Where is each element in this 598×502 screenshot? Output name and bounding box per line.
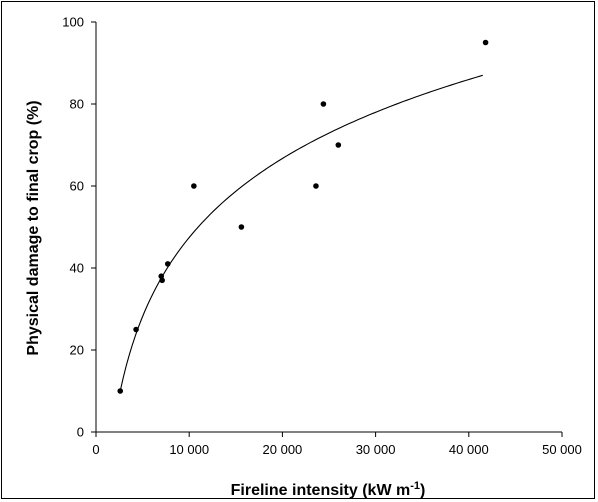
y-axis-title: Physical damage to final crop (%) <box>25 100 42 355</box>
x-tick-label: 0 <box>92 442 99 457</box>
data-point <box>117 388 124 394</box>
y-tick-label: 100 <box>62 15 84 30</box>
y-tick-label: 60 <box>70 179 84 194</box>
trendline <box>119 74 483 392</box>
data-point <box>335 142 342 148</box>
x-axis-title-main: Fireline intensity (kW m <box>231 482 411 499</box>
x-tick-label: 40 000 <box>449 442 489 457</box>
x-tick-label: 10 000 <box>169 442 209 457</box>
y-tick-label: 40 <box>70 261 84 276</box>
data-point <box>320 101 327 107</box>
y-tick-label: 80 <box>70 97 84 112</box>
y-tick-label: 20 <box>70 343 84 358</box>
data-points <box>117 39 489 394</box>
data-point <box>133 326 139 333</box>
data-point <box>238 224 245 230</box>
x-axis-title-end: ) <box>420 482 425 499</box>
data-point <box>164 261 171 267</box>
data-point <box>191 183 197 189</box>
x-tick-label: 50 000 <box>542 442 582 457</box>
axes <box>95 22 562 433</box>
y-tick-label: 0 <box>77 425 84 440</box>
data-point <box>159 277 165 284</box>
tick-marks: 0 20 40 60 80 100 0 10 000 20 000 30 000 40 000 50 … <box>62 15 582 458</box>
trendline-group <box>119 74 483 392</box>
data-point <box>482 39 489 46</box>
data-point <box>313 183 319 189</box>
x-tick-label: 20 000 <box>263 442 303 457</box>
x-tick-label: 30 000 <box>356 442 396 457</box>
x-axis-title-sup: -1 <box>410 480 420 492</box>
x-axis-title: Fireline intensity (kW m-1) <box>231 480 426 499</box>
